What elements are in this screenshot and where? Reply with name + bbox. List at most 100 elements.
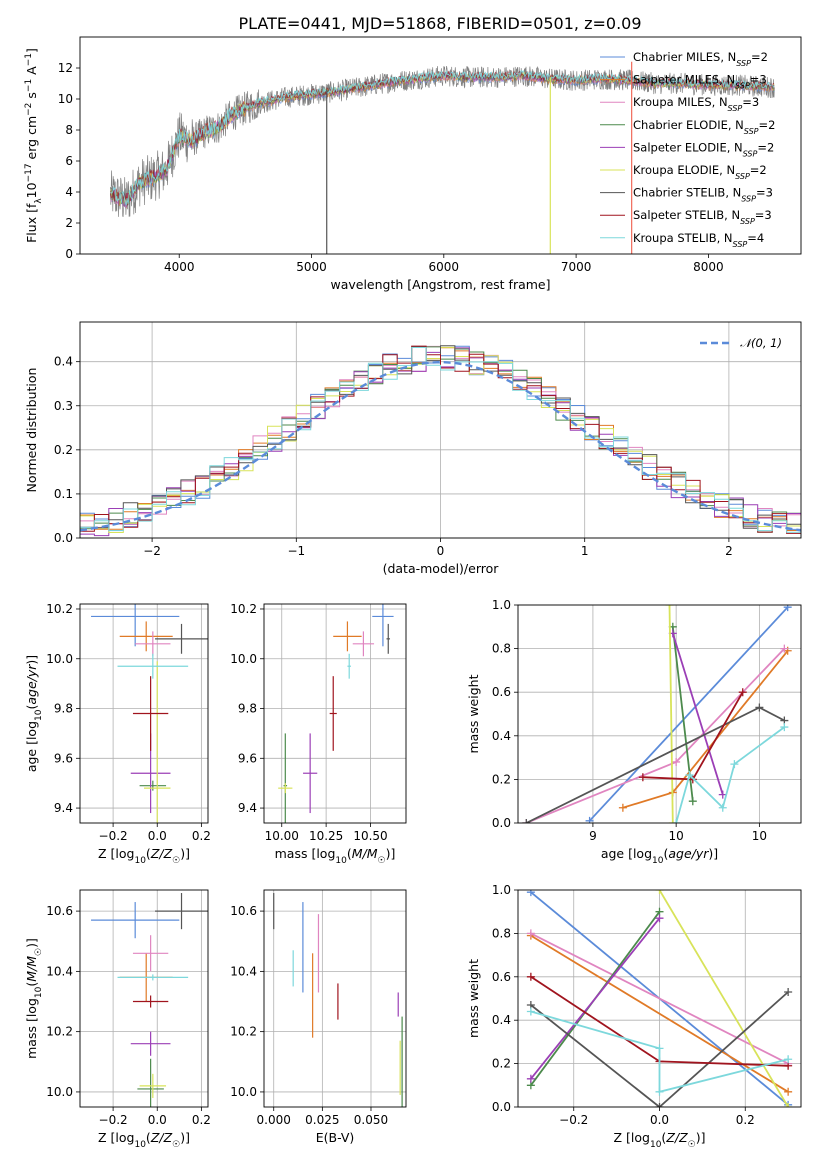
weight-marker-kroupa_stelib (685, 771, 694, 780)
weight-marker-chabrier_miles (526, 890, 535, 897)
axes-frame (79, 889, 209, 1108)
y-axis-label: mass weight (466, 674, 481, 753)
legend-entry: Chabrier MILES, NSSP=2 (633, 50, 768, 68)
y-tick-label: 10.6 (46, 904, 73, 918)
legend-entry: Salpeter MILES, NSSP=3 (633, 73, 767, 91)
x-tick-label: 1 (581, 544, 589, 558)
weight-marker-salpeter_elodie (526, 1074, 535, 1083)
spectrum-axes: 4000 5000 6000 7000 8000 0 2 4 6 8 10 12 wavelength … (24, 48, 724, 292)
y-tick-label: 9.4 (54, 801, 73, 815)
legend-entry: Chabrier STELIB, NSSP=3 (633, 186, 773, 204)
axes-frame (517, 604, 802, 824)
x-axis-label: wavelength [Angstrom, rest frame] (330, 277, 550, 292)
x-tick-label: −0.2 (99, 829, 128, 843)
y-tick-label: 0.8 (492, 642, 511, 656)
weight_vs_Z-axes: −0.2 0.0 0.2 0.0 0.2 0.4 0.6 0.8 1.0 Z [log10(Z/Z… (466, 883, 801, 1150)
legend-entry: Kroupa ELODIE, NSSP=2 (633, 163, 767, 181)
axes-frame (263, 889, 407, 1108)
weight-marker-kroupa_stelib (730, 760, 739, 769)
weight-marker-salpeter_stelib (526, 972, 535, 981)
x-tick-label: 0.0 (148, 1113, 167, 1127)
x-tick-label: −2 (143, 544, 161, 558)
histogram-kroupa_stelib (80, 347, 801, 538)
weight-line-chabrier_miles (588, 606, 789, 822)
residuals-axes: −2 −1 0 1 2 0.0 0.1 0.2 0.3 0.4 (data-model)/error… (24, 322, 801, 576)
weight-line-kroupa_stelib (530, 1010, 789, 1093)
weight-line-salpeter_elodie (671, 633, 724, 795)
x-tick-label: 0.2 (192, 1113, 211, 1127)
x-axis-label: age [log10(age/yr)] (601, 846, 718, 866)
y-axis-label: mass weight (466, 959, 481, 1038)
weight-marker-chabrier_stelib (655, 1103, 664, 1107)
weight-marker-chabrier_stelib (522, 819, 531, 823)
y-tick-label: 0.2 (54, 443, 73, 457)
y-tick-label: 0.1 (54, 487, 73, 501)
weight-marker-kroupa_elodie (665, 605, 674, 609)
axes-frame (79, 321, 802, 539)
y-tick-label: 0 (65, 247, 73, 261)
y-tick-label: 0.0 (492, 816, 511, 830)
x-tick-label: 10.25 (309, 829, 343, 843)
mass_vs_Z-axes: −0.2 0.0 0.2 10.0 10.2 10.4 10.6 Z [log10(Z/Z☉)… (24, 890, 211, 1150)
x-tick-label: −0.2 (559, 1113, 588, 1127)
y-tick-label: 10 (58, 92, 73, 106)
y-tick-label: 10.4 (46, 964, 73, 978)
spectrum-legend: Chabrier MILES, NSSP=2 Salpeter MILES, NS… (600, 50, 775, 248)
y-tick-label: 0.3 (54, 399, 73, 413)
x-tick-label: 0.0 (148, 829, 167, 843)
weight-marker-kroupa_stelib (780, 723, 789, 732)
weight-marker-salpeter_stelib (638, 773, 647, 782)
weight-marker-chabrier_miles (783, 605, 792, 612)
x-tick-label: −0.2 (99, 1113, 128, 1127)
weight-marker-chabrier_miles (585, 816, 594, 823)
y-tick-label: 10.2 (230, 602, 257, 616)
y-tick-label: 0.4 (492, 1013, 511, 1027)
y-tick-label: 9.6 (54, 751, 73, 765)
weight-marker-kroupa_elodie (668, 819, 677, 823)
y-tick-label: 9.8 (238, 702, 257, 716)
mass_vs_ebv-axes: 0.000 0.025 0.050 10.0 10.2 10.4 10.6 E(B-V) (230, 890, 406, 1145)
weight-marker-kroupa_elodie (784, 1103, 793, 1107)
weight-marker-chabrier_stelib (755, 703, 764, 712)
x-tick-label: 0.0 (650, 1113, 669, 1127)
y-tick-label: 10.0 (230, 1085, 257, 1099)
weight-marker-salpeter_stelib (738, 688, 747, 697)
weight-marker-salpeter_miles (618, 803, 627, 812)
legend-entry: Salpeter ELODIE, NSSP=2 (633, 140, 774, 158)
weight-marker-salpeter_miles (784, 1087, 793, 1096)
y-tick-label: 0.8 (492, 926, 511, 940)
y-tick-label: 10.0 (46, 1085, 73, 1099)
y-tick-label: 1.0 (492, 598, 511, 612)
weight-marker-chabrier_stelib (784, 987, 793, 996)
x-tick-label: −1 (287, 544, 305, 558)
weight-marker-kroupa_stelib (784, 1055, 793, 1064)
y-axis-label: Flux [fλ10−17 erg cm−2 s−1 A−1] (24, 48, 44, 243)
weight-line-kroupa_elodie (668, 605, 674, 823)
axes-frame (263, 603, 407, 824)
y-tick-label: 12 (58, 61, 73, 75)
x-axis-label: mass [log10(M/M☉)] (275, 846, 396, 866)
y-tick-label: 10.6 (230, 904, 257, 918)
y-tick-label: 0.4 (54, 355, 73, 369)
mass_vs_ebv-plot-area (273, 893, 403, 1107)
x-axis-label: Z [log10(Z/Z☉)] (98, 846, 190, 866)
x-tick-label: 4000 (164, 260, 195, 274)
weight-line-salpeter_miles (530, 934, 789, 1093)
y-tick-label: 2 (65, 216, 73, 230)
y-tick-label: 1.0 (492, 883, 511, 897)
age_vs_mass-axes: 10.00 10.25 10.50 9.4 9.6 9.8 10.0 10.2 mass [lo… (230, 602, 406, 866)
x-tick-label: 0.000 (257, 1113, 291, 1127)
weight-line-kroupa_miles (530, 932, 789, 1065)
weight_vs_Z-plot-area (526, 890, 793, 1107)
y-tick-label: 4 (65, 185, 73, 199)
weight_vs_age-axes: 9 10 10 0.0 0.2 0.4 0.6 0.8 1.0 age [log10(age/yr… (466, 598, 801, 866)
y-tick-label: 10.2 (46, 602, 73, 616)
y-tick-label: 0.0 (492, 1100, 511, 1114)
y-tick-label: 10.2 (230, 1025, 257, 1039)
y-tick-label: 9.8 (54, 702, 73, 716)
y-tick-label: 0.2 (492, 772, 511, 786)
y-tick-label: 0.2 (492, 1057, 511, 1071)
x-tick-label: 6000 (429, 260, 460, 274)
x-tick-label: 0.050 (354, 1113, 388, 1127)
